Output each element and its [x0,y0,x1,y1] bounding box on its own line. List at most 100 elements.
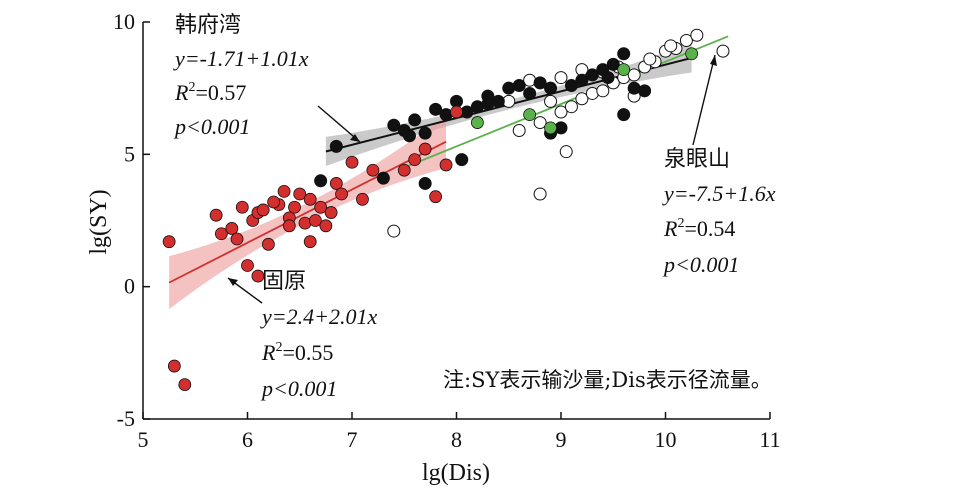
x-tick-label: 7 [347,427,358,452]
eq-guyuan: y=2.4+2.01x [260,304,377,329]
point-guyuan [303,235,317,249]
point-open [664,39,678,53]
x-tick-label: 9 [556,427,567,452]
point-hanfuwan [429,102,443,116]
annotation-hanfuwan: 韩府湾 y=-1.71+1.01x R2=0.57 p<0.001 [173,13,309,139]
point-guyuan [241,259,254,272]
eq-hanfuwan: y=-1.71+1.01x [173,46,309,71]
eq-quanyanshan: y=-7.5+1.6x [662,181,776,206]
point-hanfuwan [481,97,495,111]
point-hanfuwan [376,171,390,185]
point-guyuan [282,219,296,233]
r2-guyuan: R2=0.55 [261,340,333,365]
annotation-quanyanshan: 泉眼山 y=-7.5+1.6x R2=0.54 p<0.001 [662,147,776,277]
point-open [533,116,547,130]
point-open [512,124,526,138]
label-quanyanshan: 泉眼山 [664,147,730,172]
r2-hanfuwan: R2=0.57 [174,80,246,105]
point-guyuan [356,192,369,206]
x-axis-title: lg(Dis) [422,460,490,486]
point-open [544,94,558,108]
arrowhead-guyuan [228,278,238,286]
point-hanfuwan [418,126,432,140]
point-guyuan [324,206,338,219]
y-tick-label: 5 [124,141,135,166]
point-guyuan [167,359,181,373]
point-open [564,100,578,114]
point-open [554,105,568,119]
point-quanyanshan [544,121,557,135]
point-open [559,145,573,159]
point-guyuan [429,190,443,204]
point-guyuan [329,177,343,190]
point-guyuan [314,200,328,214]
point-guyuan [439,158,453,172]
point-guyuan [261,237,275,251]
data-points [162,28,730,391]
point-guyuan [450,105,463,119]
point-guyuan [288,200,301,214]
point-guyuan [319,219,333,233]
point-hanfuwan [533,76,547,90]
point-quanyanshan [523,108,537,122]
point-quanyanshan [617,63,631,77]
point-guyuan [309,214,322,227]
point-hanfuwan [408,113,422,127]
y-tick-label: 10 [113,9,135,34]
label-hanfuwan: 韩府湾 [175,13,241,38]
arrow-quanyanshan [692,54,716,146]
point-open [690,28,704,42]
point-open [554,71,568,85]
point-hanfuwan [523,86,537,100]
point-hanfuwan [606,57,620,71]
point-quanyanshan [470,116,484,129]
point-hanfuwan [617,47,631,61]
point-guyuan [366,163,380,177]
point-hanfuwan [512,79,526,93]
x-tick-label: 5 [138,427,149,452]
point-guyuan [397,163,411,177]
point-guyuan [251,269,265,283]
point-guyuan [256,203,270,217]
point-guyuan [298,216,312,230]
point-guyuan [267,195,281,209]
point-guyuan [418,142,432,156]
point-guyuan [230,232,244,246]
p-hanfuwan: p<0.001 [173,114,250,139]
point-hanfuwan [564,79,578,93]
point-open [596,84,610,98]
point-hanfuwan [601,71,615,85]
point-open [716,44,730,58]
label-guyuan: 固原 [262,269,306,294]
point-guyuan [345,155,359,169]
point-open [627,68,641,82]
p-guyuan: p<0.001 [260,376,337,401]
point-quanyanshan [685,47,699,61]
point-open [575,92,589,106]
point-guyuan [225,222,239,235]
point-guyuan [162,235,176,249]
point-guyuan [235,200,249,214]
fit-line [398,35,729,171]
point-guyuan [335,187,348,201]
p-quanyanshan: p<0.001 [662,252,739,277]
point-hanfuwan [439,108,453,122]
chart-note: 注:SY表示输沙量;Dis表示径流量。 [443,368,772,392]
x-tick-label: 11 [759,427,780,452]
point-open [679,34,693,48]
y-tick-label: -5 [117,406,135,431]
point-hanfuwan [455,153,469,167]
point-hanfuwan [387,118,401,132]
annotation-guyuan: 固原 y=2.4+2.01x R2=0.55 p<0.001 [260,269,377,401]
x-ticks: 5 6 7 8 9 10 11 [138,412,781,452]
point-open [387,224,401,238]
y-axis-title: lg(SY) [86,189,112,254]
point-guyuan [209,208,223,222]
point-hanfuwan [402,129,416,143]
point-hanfuwan [314,174,328,188]
point-guyuan [303,192,317,206]
fit-line [168,140,447,284]
point-hanfuwan [418,176,432,190]
arrow-hanfuwan [317,105,361,143]
